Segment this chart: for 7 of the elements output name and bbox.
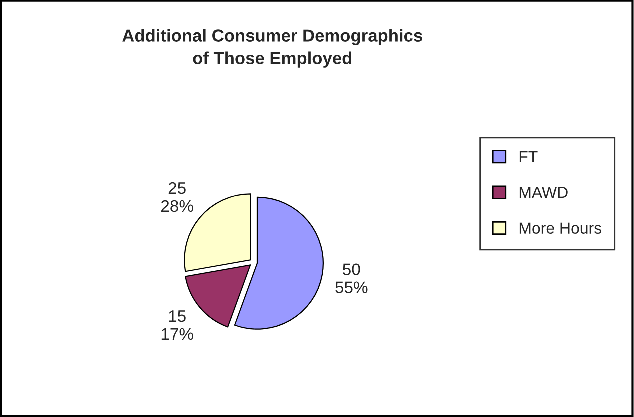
chart-title: Additional Consumer Demographics of Those Employed bbox=[122, 29, 422, 68]
data-label: 50 55% bbox=[336, 264, 368, 294]
data-label: 15 17% bbox=[162, 310, 194, 340]
legend-label: MAWD bbox=[520, 187, 568, 198]
data-label: 25 28% bbox=[161, 182, 194, 212]
legend-label: More Hours bbox=[520, 222, 602, 234]
legend-label: FT bbox=[520, 151, 538, 162]
